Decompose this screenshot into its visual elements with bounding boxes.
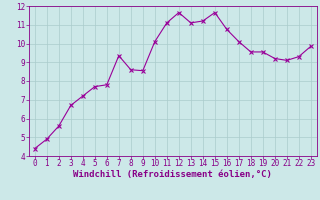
X-axis label: Windchill (Refroidissement éolien,°C): Windchill (Refroidissement éolien,°C) bbox=[73, 170, 272, 179]
